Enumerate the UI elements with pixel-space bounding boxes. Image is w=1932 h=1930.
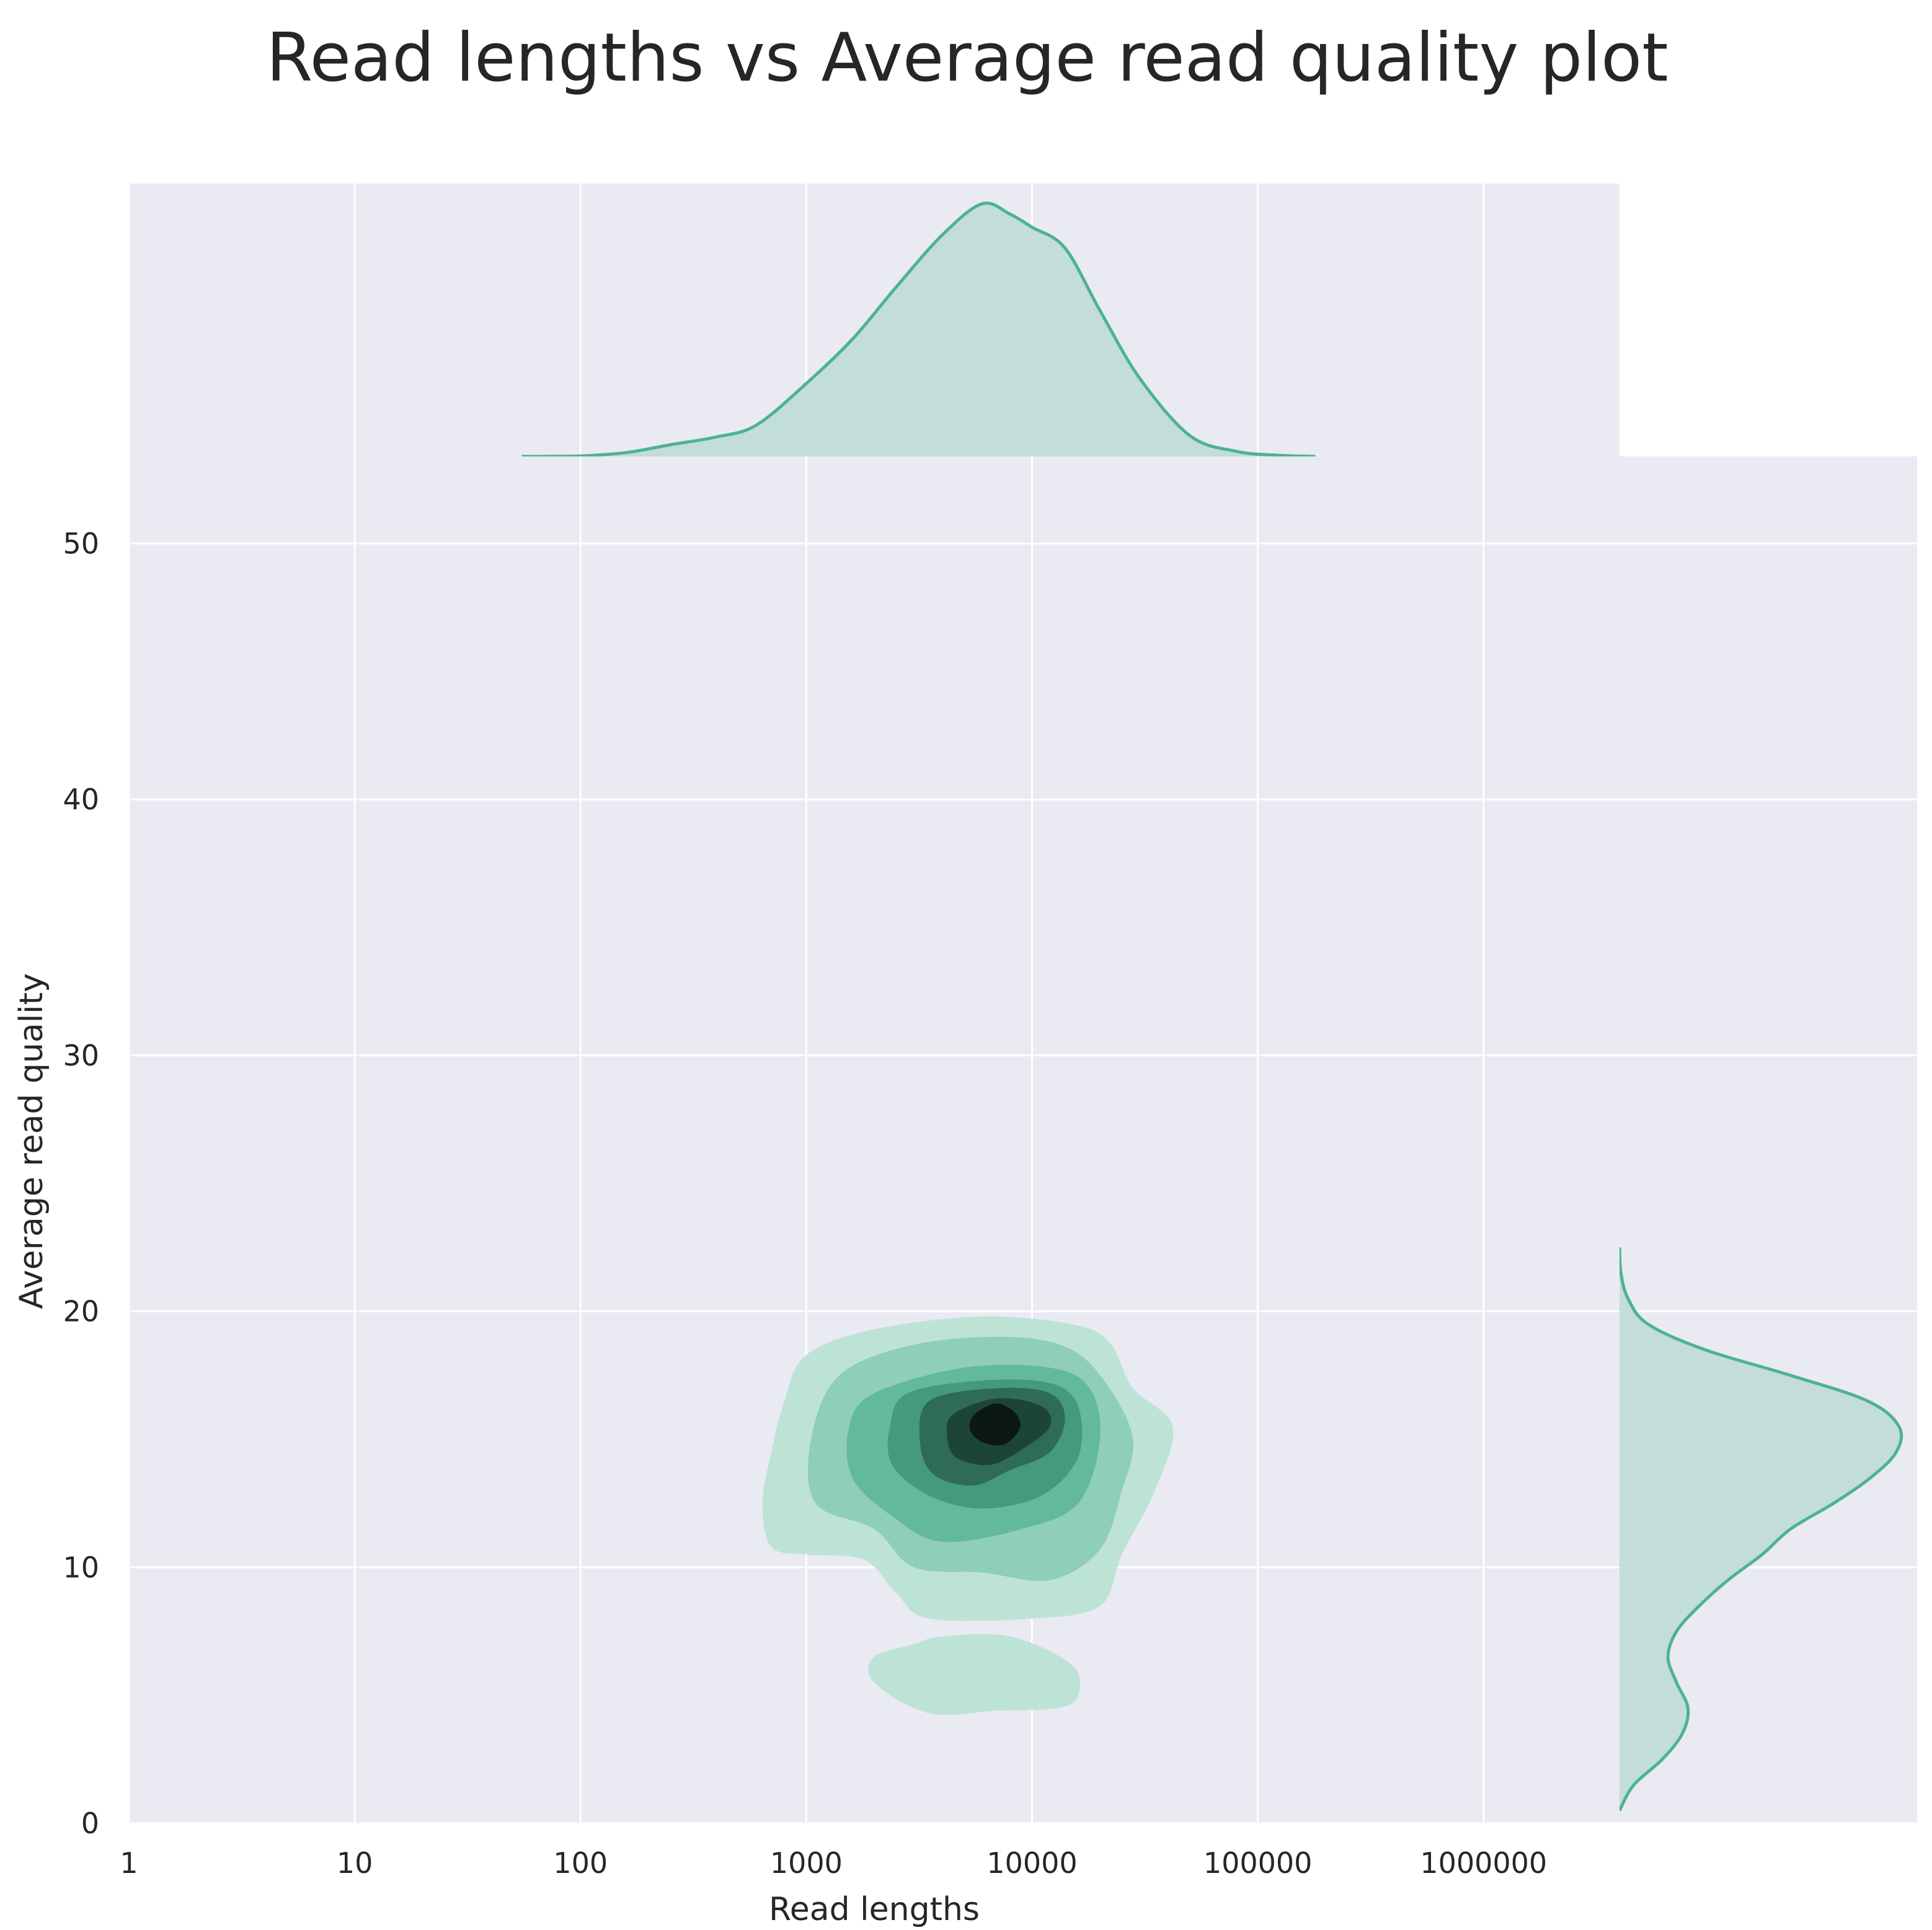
x-tick-label: 1000: [770, 1846, 843, 1880]
main-kde-panel: [128, 456, 1620, 1825]
x-tick-label: 1: [120, 1846, 138, 1880]
y-tick-label: 0: [81, 1807, 99, 1840]
x-tick-label: 100000: [1203, 1846, 1313, 1880]
marginal-x-density-line: [521, 201, 1316, 458]
y-tick-label: 30: [63, 1039, 99, 1072]
axes: 1 10 100 1000 10000 100000 1000000 0 10 20 30 40 50: [63, 527, 1547, 1880]
x-tick-label: 100: [553, 1846, 608, 1880]
kde-contour-level-7: [969, 1403, 1021, 1446]
y-tick-label: 10: [63, 1550, 99, 1584]
main-plot-background: [129, 456, 1620, 1823]
x-axis-label: Read lengths: [769, 1891, 980, 1928]
marginal-y-density-line: [1618, 1247, 1903, 1812]
chart-title: Read lengths vs Average read quality plo…: [266, 19, 1668, 97]
marginal-x-density-fill: [521, 203, 1316, 456]
y-axis-label: Average read quality: [13, 973, 50, 1309]
x-tick-label: 1000000: [1420, 1846, 1547, 1880]
y-tick-label: 50: [63, 527, 99, 560]
y-tick-label: 40: [63, 783, 99, 816]
kde-contour-level-1: [868, 1634, 1081, 1715]
marginal-y-panel: [1618, 456, 1917, 1825]
x-tick-label: 10: [337, 1846, 373, 1880]
marginal-x-panel: [128, 184, 1620, 458]
x-tick-label: 10000: [986, 1846, 1077, 1880]
y-tick-label: 20: [63, 1295, 99, 1328]
